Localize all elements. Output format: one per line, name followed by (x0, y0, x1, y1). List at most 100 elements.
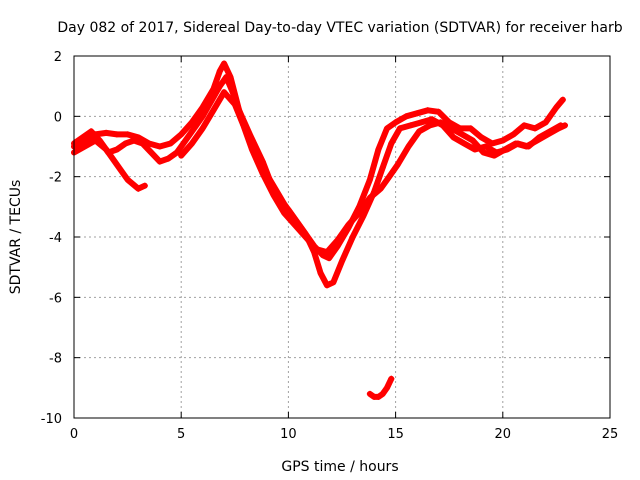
data-point (491, 152, 498, 159)
data-point (392, 119, 399, 126)
data-point (323, 249, 330, 256)
data-point (426, 122, 433, 129)
x-tick-label: 5 (177, 427, 185, 442)
series-satellite-track-5 (366, 375, 395, 400)
data-point (534, 137, 541, 144)
data-point (113, 146, 120, 153)
data-tracks (71, 60, 568, 400)
data-point (339, 258, 345, 265)
data-point (216, 68, 223, 75)
data-point (366, 176, 373, 183)
data-point (92, 137, 99, 144)
data-point (375, 393, 382, 400)
data-point (459, 131, 466, 138)
data-point (559, 96, 566, 103)
data-point (386, 173, 393, 180)
data-point (167, 140, 174, 147)
series-satellite-track-2 (71, 74, 564, 289)
data-point (148, 149, 155, 156)
data-point (259, 170, 266, 177)
data-point (113, 131, 120, 138)
data-point (360, 212, 367, 219)
y-tick-label: -4 (49, 231, 62, 246)
data-point (165, 155, 172, 162)
data-point (349, 234, 356, 240)
data-point (388, 375, 395, 382)
data-point (334, 237, 341, 244)
data-point (248, 146, 255, 153)
data-point (375, 146, 382, 153)
data-point (407, 122, 414, 129)
data-point (403, 113, 410, 120)
data-point (291, 221, 298, 228)
data-point (561, 122, 568, 129)
data-point (512, 140, 519, 147)
data-point (437, 119, 444, 126)
data-point (499, 137, 506, 144)
chart-title: Day 082 of 2017, Sidereal Day-to-day VTE… (57, 20, 622, 36)
grid-lines (74, 56, 610, 418)
data-point (156, 143, 163, 150)
series-satellite-track-3 (71, 137, 148, 192)
data-point (124, 131, 131, 138)
data-point (103, 129, 110, 136)
data-point (223, 74, 230, 81)
data-point (510, 131, 517, 138)
data-point (424, 107, 431, 114)
data-point (531, 125, 538, 132)
data-point (210, 107, 217, 114)
data-point (379, 390, 386, 397)
series-band (178, 89, 568, 256)
data-point (178, 152, 185, 159)
data-point (113, 161, 120, 168)
data-point (326, 255, 333, 262)
data-point (173, 149, 180, 156)
series-band (71, 74, 564, 289)
data-point (199, 113, 206, 120)
data-point (418, 119, 425, 126)
data-point (135, 185, 142, 192)
data-point (199, 125, 206, 132)
data-point (478, 134, 485, 141)
data-point (124, 176, 131, 183)
data-point (469, 137, 476, 144)
y-tick-label: -10 (41, 412, 62, 427)
data-point (188, 119, 195, 126)
data-point (182, 137, 189, 144)
data-point (79, 134, 86, 141)
data-point (313, 246, 320, 253)
y-tick-label: -6 (49, 291, 62, 306)
data-point (501, 146, 508, 153)
data-point (178, 131, 185, 138)
x-tick-label: 0 (70, 427, 78, 442)
data-point (103, 146, 110, 153)
data-point (384, 125, 391, 132)
x-tick-label: 10 (280, 427, 297, 442)
data-point (208, 98, 215, 105)
data-point (229, 89, 236, 96)
data-point (146, 140, 153, 147)
data-point (379, 164, 386, 171)
data-point (435, 108, 442, 115)
data-point (81, 143, 88, 150)
data-point (388, 140, 395, 147)
data-point (131, 137, 138, 144)
series-satellite-track-1 (71, 60, 566, 262)
data-point (396, 125, 403, 132)
data-point (356, 209, 363, 216)
data-point (221, 60, 228, 67)
data-point (188, 140, 195, 147)
data-point (555, 125, 562, 132)
data-point (521, 122, 528, 129)
data-point (240, 122, 247, 129)
data-point (429, 116, 436, 123)
y-tick-label: 0 (54, 110, 62, 125)
data-point (156, 158, 163, 165)
x-tick-label: 15 (387, 427, 404, 442)
data-point (281, 209, 288, 216)
data-point (366, 390, 373, 397)
data-point (544, 131, 551, 138)
x-tick-label: 20 (495, 427, 512, 442)
data-point (482, 143, 489, 150)
data-point (377, 185, 384, 192)
